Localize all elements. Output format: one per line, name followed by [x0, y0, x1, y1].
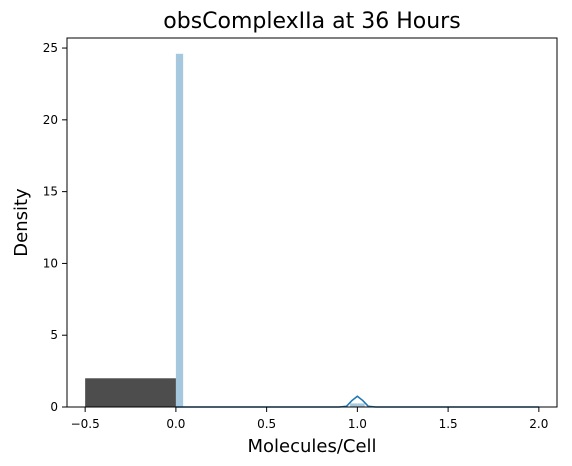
x-axis-label: Molecules/Cell: [247, 436, 376, 457]
y-tick-label-3: 15: [43, 185, 58, 199]
histogram-bin-3: [357, 403, 365, 407]
y-tick-label-2: 10: [43, 256, 58, 270]
x-tick-label-5: 2.0: [529, 417, 548, 431]
plot-layer: −0.5 0.0 0.5 1.0 1.5 2.0 0 5 10 15 20 25: [43, 37, 558, 431]
y-tick-label-5: 25: [43, 41, 58, 55]
x-tick-label-3: 1.0: [348, 417, 367, 431]
plot-frame: [66, 37, 558, 408]
y-axis-label: Density: [11, 188, 32, 257]
y-tick-label-0: 0: [50, 400, 58, 414]
dark-bar: [85, 378, 176, 407]
chart-title: obsComplexIIa at 36 Hours: [163, 9, 460, 34]
x-tick-label-2: 0.5: [257, 417, 276, 431]
x-tick-label-4: 1.5: [439, 417, 458, 431]
x-tick-label-1: 0.0: [166, 417, 185, 431]
histogram-bin-2: [350, 403, 358, 407]
y-tick-label-4: 20: [43, 113, 58, 127]
x-tick-label-0: −0.5: [71, 417, 100, 431]
histogram-bin-0: [175, 53, 184, 408]
y-tick-label-1: 5: [50, 328, 58, 342]
